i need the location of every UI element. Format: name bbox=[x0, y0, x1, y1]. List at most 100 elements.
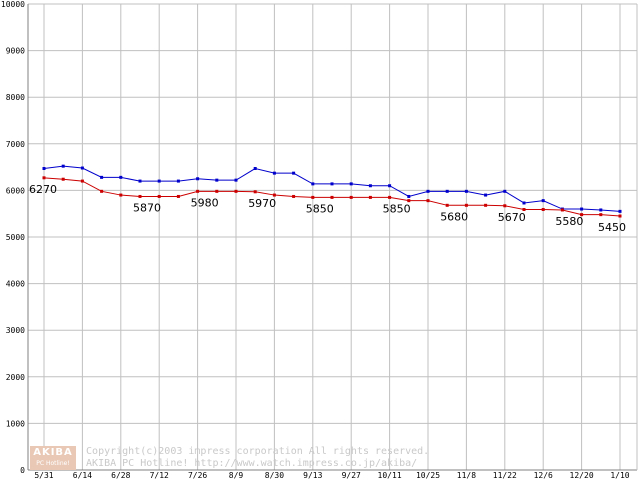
data-label: 5850 bbox=[306, 202, 334, 215]
series-0-point bbox=[349, 182, 353, 186]
series-group bbox=[42, 164, 622, 218]
series-0-point bbox=[138, 179, 142, 183]
x-tick-label: 1/10 bbox=[610, 471, 629, 480]
y-tick-label: 5000 bbox=[6, 233, 25, 242]
data-label: 5450 bbox=[598, 221, 626, 234]
series-1-point bbox=[599, 213, 603, 217]
y-tick-label: 4000 bbox=[6, 280, 25, 289]
series-1-point bbox=[292, 194, 296, 198]
series-1-point bbox=[119, 193, 123, 197]
x-tick-label: 5/31 bbox=[34, 471, 53, 480]
series-0-point bbox=[157, 179, 161, 183]
y-tick-label: 6000 bbox=[6, 186, 25, 195]
series-1-point bbox=[157, 194, 161, 198]
series-0-point bbox=[253, 166, 257, 170]
y-tick-label: 10000 bbox=[1, 0, 25, 9]
data-label: 5980 bbox=[191, 196, 219, 209]
series-0-point bbox=[541, 199, 545, 203]
series-1-point bbox=[388, 195, 392, 199]
x-tick-label: 6/28 bbox=[111, 471, 130, 480]
series-0-point bbox=[388, 184, 392, 188]
series-0-point bbox=[407, 194, 411, 198]
series-1-point bbox=[138, 194, 142, 198]
series-0-point bbox=[618, 209, 622, 213]
series-0-point bbox=[234, 178, 238, 182]
y-tick-label: 9000 bbox=[6, 47, 25, 56]
y-tick-label: 1000 bbox=[6, 419, 25, 428]
copyright-line: Copyright(c)2003 impress corporation All… bbox=[86, 446, 430, 457]
series-0-point bbox=[311, 182, 315, 186]
x-tick-label: 10/11 bbox=[378, 471, 402, 480]
series-1-point bbox=[522, 208, 526, 212]
series-0-point bbox=[176, 179, 180, 183]
series-0-point bbox=[330, 182, 334, 186]
series-1-point bbox=[484, 203, 488, 207]
x-tick-label: 6/14 bbox=[73, 471, 92, 480]
logo-line2: PC Hotline! bbox=[36, 460, 70, 467]
data-label: 5970 bbox=[248, 197, 276, 210]
x-tick-label: 11/8 bbox=[457, 471, 476, 480]
x-tick-label: 9/27 bbox=[342, 471, 361, 480]
akiba-logo: AKIBA PC Hotline! bbox=[30, 446, 76, 470]
y-tick-label: 7000 bbox=[6, 140, 25, 149]
series-0-point bbox=[484, 193, 488, 197]
data-label: 5850 bbox=[383, 202, 411, 215]
series-1-point bbox=[272, 193, 276, 197]
series-1-point bbox=[234, 189, 238, 193]
series-1-point bbox=[100, 189, 104, 193]
series-1-point bbox=[368, 195, 372, 199]
grid-lines bbox=[27, 3, 638, 471]
series-0-point bbox=[522, 201, 526, 205]
series-1-point bbox=[618, 214, 622, 218]
series-1-point bbox=[464, 203, 468, 207]
y-tick-label: 0 bbox=[20, 466, 25, 475]
y-tick-label: 2000 bbox=[6, 373, 25, 382]
data-label: 5680 bbox=[440, 210, 468, 223]
series-1-point bbox=[349, 195, 353, 199]
data-labels: 6270 5870 5980 5970 5850 5850 5680 5670 5580 5450 bbox=[29, 183, 626, 234]
series-0-point bbox=[464, 189, 468, 193]
series-0-point bbox=[119, 175, 123, 179]
series-1-point bbox=[426, 199, 430, 203]
series-1-point bbox=[253, 190, 257, 194]
x-axis-tick-labels: 5/31 6/14 6/28 7/12 7/26 8/9 8/30 9/13 9/27 10/11… bbox=[34, 471, 629, 480]
x-tick-label: 9/13 bbox=[303, 471, 322, 480]
series-1-point bbox=[42, 176, 46, 180]
series-0-point bbox=[368, 184, 372, 188]
data-label: 6270 bbox=[29, 183, 57, 196]
series-1-point bbox=[215, 189, 219, 193]
x-tick-label: 11/22 bbox=[493, 471, 517, 480]
data-label: 5580 bbox=[555, 215, 583, 228]
x-tick-label: 8/30 bbox=[265, 471, 284, 480]
series-1-point bbox=[541, 208, 545, 212]
series-1-point bbox=[330, 195, 334, 199]
y-tick-label: 8000 bbox=[6, 93, 25, 102]
series-1-point bbox=[580, 213, 584, 217]
x-tick-label: 12/20 bbox=[570, 471, 594, 480]
x-tick-label: 10/25 bbox=[416, 471, 440, 480]
series-1-point bbox=[61, 177, 65, 181]
series-1-point bbox=[407, 199, 411, 203]
series-0-point bbox=[580, 207, 584, 211]
series-1-point bbox=[196, 189, 200, 193]
series-0-point bbox=[445, 189, 449, 193]
x-tick-label: 8/9 bbox=[229, 471, 244, 480]
series-1-point bbox=[503, 204, 507, 208]
series-0-point bbox=[42, 166, 46, 170]
series-0-point bbox=[272, 171, 276, 175]
series-0-point bbox=[80, 166, 84, 170]
series-1-point bbox=[176, 194, 180, 198]
series-0-point bbox=[196, 177, 200, 181]
y-axis-tick-labels: 0 1000 2000 3000 4000 5000 6000 7000 8000 9000 100… bbox=[1, 0, 25, 475]
series-0-point bbox=[100, 175, 104, 179]
copyright-watermark: AKIBA PC Hotline! Copyright(c)2003 impre… bbox=[30, 446, 429, 470]
series-1-point bbox=[560, 208, 564, 212]
data-label: 5670 bbox=[498, 211, 526, 224]
series-0-point bbox=[292, 171, 296, 175]
series-1-point bbox=[445, 203, 449, 207]
series-0-point bbox=[503, 189, 507, 193]
site-url-line: AKIBA PC Hotline! http://www.watch.impre… bbox=[86, 458, 418, 469]
series-0-point bbox=[61, 164, 65, 168]
y-tick-label: 3000 bbox=[6, 326, 25, 335]
